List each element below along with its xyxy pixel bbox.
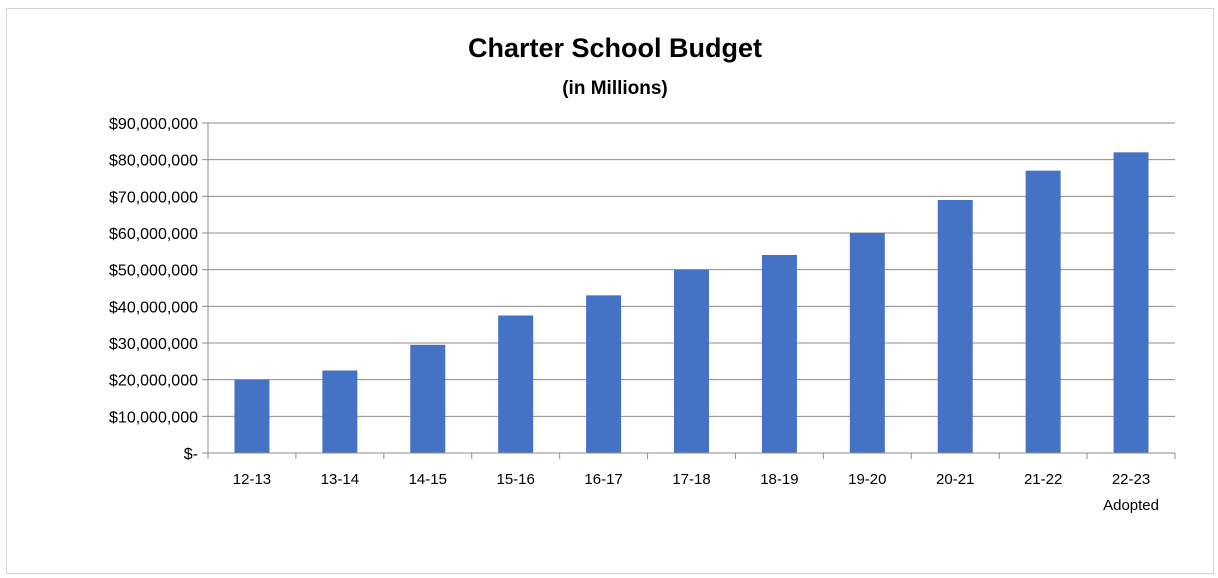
y-tick-label: $70,000,000 [109,189,198,206]
chart-subtitle: (in Millions) [562,78,668,99]
y-tick-label: $- [184,446,198,463]
x-tick-label: 20-21 [936,471,974,488]
x-axis-tick-labels: 12-13 13-14 14-15 15-16 16-17 17-18 18-19 19-20… [233,471,1159,514]
bar-16-17 [586,295,622,453]
x-tick-label: 17-18 [672,471,710,488]
bar-12-13 [234,379,270,453]
x-tick-label: 13-14 [321,471,359,488]
y-tick-label: $30,000,000 [109,336,198,353]
x-tick-label: 12-13 [233,471,271,488]
x-tick-label: 19-20 [848,471,886,488]
x-tick-label: 22-23 [1112,471,1150,488]
chart-title: Charter School Budget [468,33,762,63]
gridlines [208,122,1175,417]
bar-15-16 [498,315,534,453]
bar-18-19 [761,255,797,453]
bar-17-18 [674,269,709,453]
bar-22-23 [1113,152,1149,454]
y-tick-label: $60,000,000 [109,226,198,243]
bar-13-14 [322,370,358,453]
y-tick-label: $80,000,000 [109,153,198,170]
y-tick-label: $20,000,000 [109,373,198,390]
y-tick-label: $10,000,000 [109,409,198,426]
bar-19-20 [849,233,885,453]
chart-frame [6,8,1214,574]
bar-21-22 [1025,170,1061,453]
x-tick-label: 18-19 [760,471,798,488]
y-tick-label: $40,000,000 [109,299,198,316]
bars [234,152,1149,454]
axes [202,122,1176,459]
bar-14-15 [410,344,446,453]
x-tick-label: 21-22 [1024,471,1062,488]
bar-20-21 [937,200,973,453]
x-tick-sublabel: Adopted [1103,497,1159,514]
x-tick-label: 15-16 [496,471,534,488]
x-tick-label: 14-15 [409,471,447,488]
x-tick-label: 16-17 [584,471,622,488]
y-tick-label: $50,000,000 [109,263,198,280]
y-axis-tick-labels: $- $10,000,000 $20,000,000 $30,000,000 $40,0… [109,116,198,463]
y-tick-label: $90,000,000 [109,116,198,133]
